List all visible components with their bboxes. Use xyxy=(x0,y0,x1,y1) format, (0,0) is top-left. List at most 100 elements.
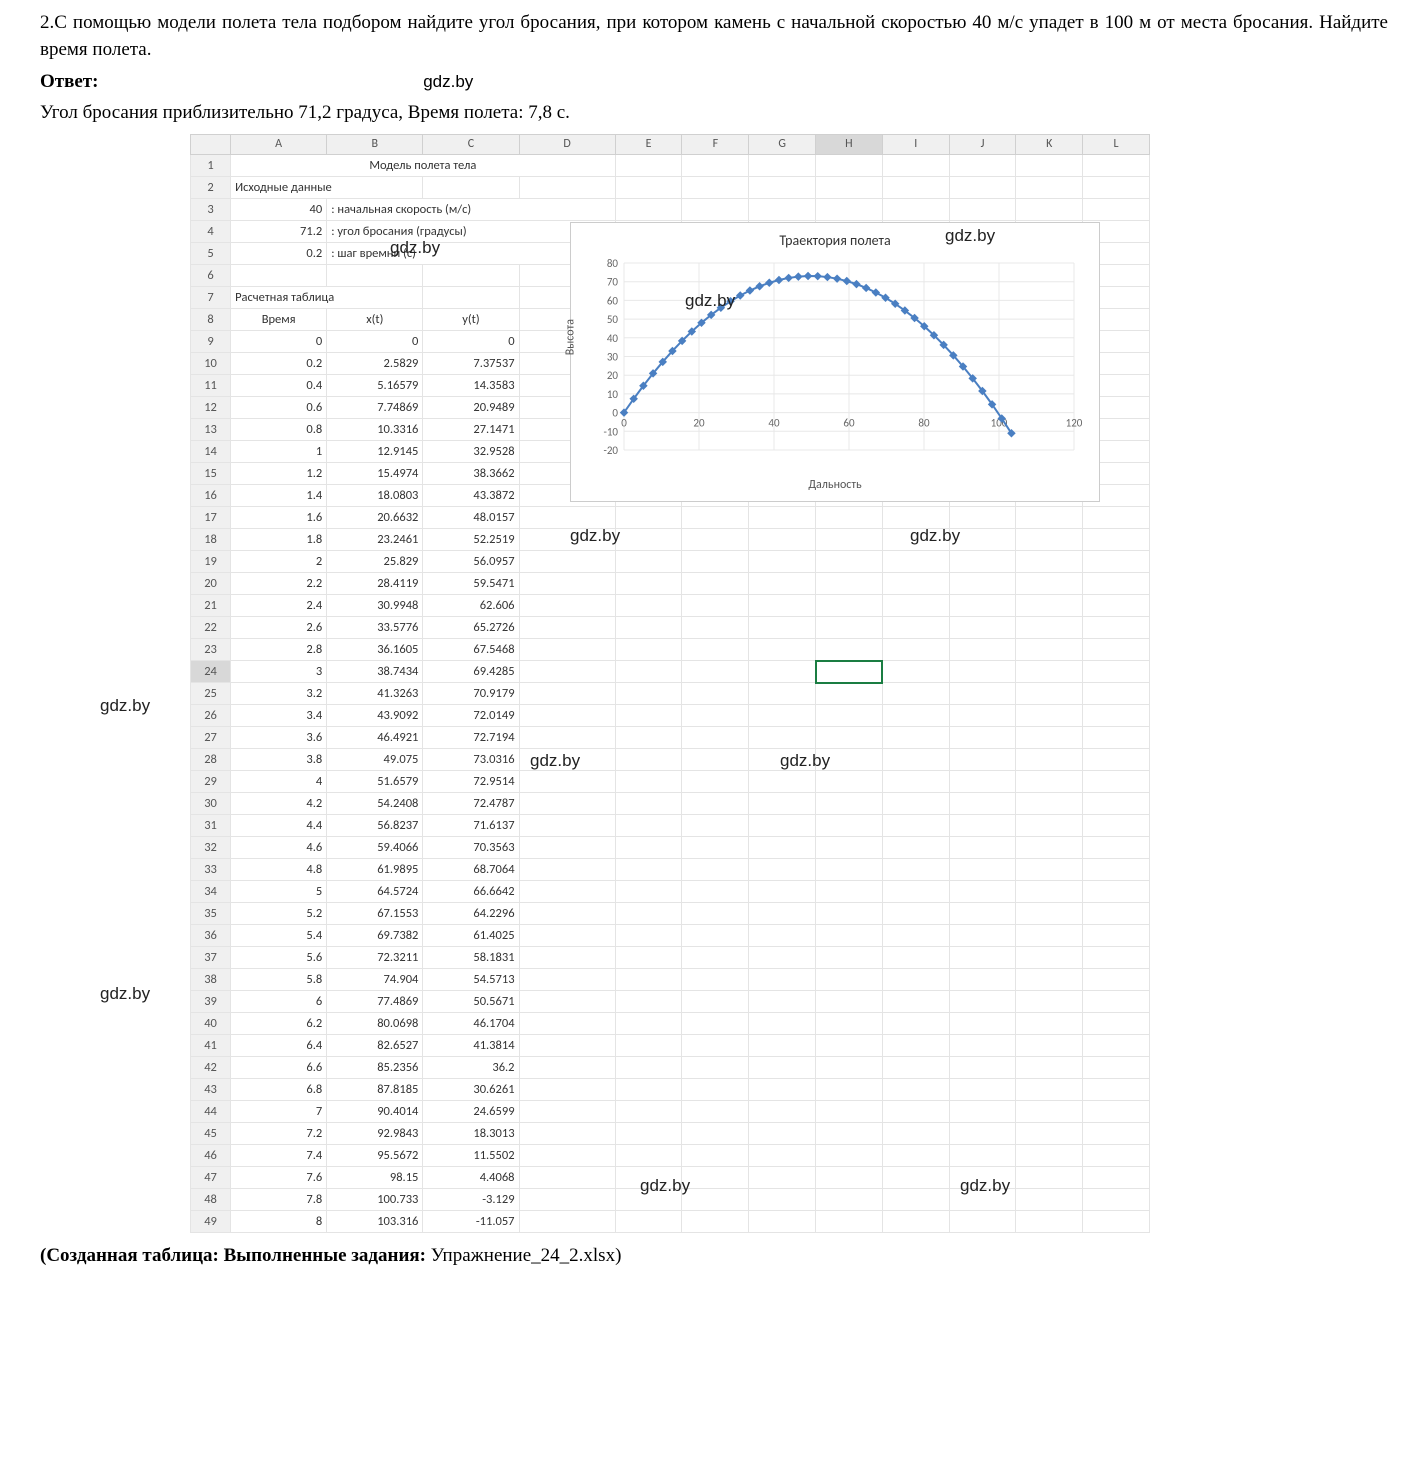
cell-time[interactable]: 0 xyxy=(231,331,327,353)
cell-x[interactable]: 25.829 xyxy=(327,551,423,573)
col-header-E[interactable]: E xyxy=(615,135,682,155)
cell-time[interactable]: 1.4 xyxy=(231,485,327,507)
cell-y[interactable]: 62.606 xyxy=(423,595,519,617)
cell-x[interactable]: 67.1553 xyxy=(327,903,423,925)
cell-y[interactable]: -11.057 xyxy=(423,1211,519,1233)
cell-x[interactable]: 87.8185 xyxy=(327,1079,423,1101)
col-header-C[interactable]: C xyxy=(423,135,519,155)
cell-time[interactable]: 7.2 xyxy=(231,1123,327,1145)
cell-time[interactable]: 7.4 xyxy=(231,1145,327,1167)
cell-x[interactable]: 7.74869 xyxy=(327,397,423,419)
cell-y[interactable]: 27.1471 xyxy=(423,419,519,441)
cell-time[interactable]: 6.2 xyxy=(231,1013,327,1035)
cell-y[interactable]: -3.129 xyxy=(423,1189,519,1211)
cell-y[interactable]: 32.9528 xyxy=(423,441,519,463)
col-header-I[interactable]: I xyxy=(882,135,949,155)
cell-y[interactable]: 69.4285 xyxy=(423,661,519,683)
cell-y[interactable]: 46.1704 xyxy=(423,1013,519,1035)
cell-y[interactable]: 7.37537 xyxy=(423,353,519,375)
col-header-F[interactable]: F xyxy=(682,135,749,155)
cell-x[interactable]: 74.904 xyxy=(327,969,423,991)
cell-y[interactable]: 58.1831 xyxy=(423,947,519,969)
cell-x[interactable]: 10.3316 xyxy=(327,419,423,441)
cell-y[interactable]: 24.6599 xyxy=(423,1101,519,1123)
cell-y[interactable]: 43.3872 xyxy=(423,485,519,507)
cell-x[interactable]: 103.316 xyxy=(327,1211,423,1233)
cell-time[interactable]: 3.8 xyxy=(231,749,327,771)
cell-x[interactable]: 46.4921 xyxy=(327,727,423,749)
col-header-B[interactable]: B xyxy=(327,135,423,155)
col-header-G[interactable]: G xyxy=(749,135,816,155)
cell-y[interactable]: 41.3814 xyxy=(423,1035,519,1057)
cell-x[interactable]: 95.5672 xyxy=(327,1145,423,1167)
cell-time[interactable]: 4.6 xyxy=(231,837,327,859)
cell-x[interactable]: 61.9895 xyxy=(327,859,423,881)
cell-y[interactable]: 50.5671 xyxy=(423,991,519,1013)
cell-y[interactable]: 38.3662 xyxy=(423,463,519,485)
cell-x[interactable]: 69.7382 xyxy=(327,925,423,947)
cell-x[interactable]: 56.8237 xyxy=(327,815,423,837)
cell-x[interactable]: 100.733 xyxy=(327,1189,423,1211)
cell-x[interactable]: 54.2408 xyxy=(327,793,423,815)
cell-time[interactable]: 2.8 xyxy=(231,639,327,661)
cell-x[interactable]: 49.075 xyxy=(327,749,423,771)
cell-x[interactable]: 90.4014 xyxy=(327,1101,423,1123)
cell-y[interactable]: 70.3563 xyxy=(423,837,519,859)
cell-time[interactable]: 0.6 xyxy=(231,397,327,419)
cell-y[interactable]: 64.2296 xyxy=(423,903,519,925)
cell-y[interactable]: 72.9514 xyxy=(423,771,519,793)
param-v0-value[interactable]: 40 xyxy=(231,199,327,221)
col-header-K[interactable]: K xyxy=(1016,135,1083,155)
cell-time[interactable]: 6.8 xyxy=(231,1079,327,1101)
cell-y[interactable]: 73.0316 xyxy=(423,749,519,771)
cell-time[interactable]: 0.4 xyxy=(231,375,327,397)
cell-time[interactable]: 6.6 xyxy=(231,1057,327,1079)
cell-x[interactable]: 59.4066 xyxy=(327,837,423,859)
cell-time[interactable]: 5.2 xyxy=(231,903,327,925)
param-dt-value[interactable]: 0.2 xyxy=(231,243,327,265)
cell-x[interactable]: 28.4119 xyxy=(327,573,423,595)
cell-time[interactable]: 8 xyxy=(231,1211,327,1233)
cell-time[interactable]: 5 xyxy=(231,881,327,903)
cell-y[interactable]: 72.0149 xyxy=(423,705,519,727)
cell-time[interactable]: 4.2 xyxy=(231,793,327,815)
cell-y[interactable]: 30.6261 xyxy=(423,1079,519,1101)
cell-y[interactable]: 71.6137 xyxy=(423,815,519,837)
cell-x[interactable]: 20.6632 xyxy=(327,507,423,529)
cell-time[interactable]: 0.8 xyxy=(231,419,327,441)
cell-time[interactable]: 7 xyxy=(231,1101,327,1123)
cell-time[interactable]: 2.2 xyxy=(231,573,327,595)
cell-time[interactable]: 2.6 xyxy=(231,617,327,639)
cell-y[interactable]: 72.7194 xyxy=(423,727,519,749)
param-angle-value[interactable]: 71.2 xyxy=(231,221,327,243)
cell-x[interactable]: 77.4869 xyxy=(327,991,423,1013)
cell-y[interactable]: 61.4025 xyxy=(423,925,519,947)
col-header-L[interactable]: L xyxy=(1083,135,1150,155)
cell-x[interactable]: 82.6527 xyxy=(327,1035,423,1057)
selected-cell[interactable] xyxy=(816,661,883,683)
cell-y[interactable]: 14.3583 xyxy=(423,375,519,397)
cell-time[interactable]: 0.2 xyxy=(231,353,327,375)
cell-time[interactable]: 1.2 xyxy=(231,463,327,485)
cell-y[interactable]: 36.2 xyxy=(423,1057,519,1079)
cell-time[interactable]: 5.8 xyxy=(231,969,327,991)
cell-y[interactable]: 70.9179 xyxy=(423,683,519,705)
cell-x[interactable]: 18.0803 xyxy=(327,485,423,507)
cell-x[interactable]: 92.9843 xyxy=(327,1123,423,1145)
col-header-H[interactable]: H xyxy=(816,135,883,155)
cell-x[interactable]: 23.2461 xyxy=(327,529,423,551)
cell-time[interactable]: 7.6 xyxy=(231,1167,327,1189)
cell-y[interactable]: 65.2726 xyxy=(423,617,519,639)
cell-time[interactable]: 3.2 xyxy=(231,683,327,705)
col-header-A[interactable]: A xyxy=(231,135,327,155)
cell-x[interactable]: 98.15 xyxy=(327,1167,423,1189)
cell-x[interactable]: 36.1605 xyxy=(327,639,423,661)
cell-y[interactable]: 18.3013 xyxy=(423,1123,519,1145)
cell-x[interactable]: 43.9092 xyxy=(327,705,423,727)
cell-time[interactable]: 1 xyxy=(231,441,327,463)
cell-x[interactable]: 80.0698 xyxy=(327,1013,423,1035)
cell-time[interactable]: 5.6 xyxy=(231,947,327,969)
cell-time[interactable]: 3 xyxy=(231,661,327,683)
cell-time[interactable]: 3.6 xyxy=(231,727,327,749)
cell-time[interactable]: 5.4 xyxy=(231,925,327,947)
